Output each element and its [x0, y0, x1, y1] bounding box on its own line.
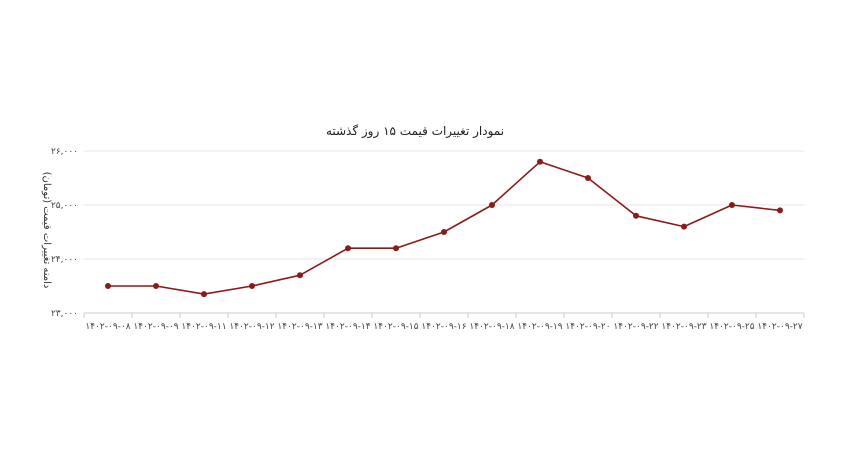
data-point [537, 158, 543, 165]
x-tick-label: ۱۴۰۲-۰۹-۱۳ [277, 322, 322, 332]
x-tick-label: ۱۴۰۲-۰۹-۲۲ [613, 322, 658, 332]
x-tick-label: ۱۴۰۲-۰۹-۱۵ [373, 322, 418, 332]
data-point [297, 272, 303, 279]
data-point [105, 283, 111, 289]
data-point [441, 229, 447, 235]
x-tick-label: ۱۴۰۲-۰۹-۰۹ [133, 322, 178, 332]
data-point [249, 283, 255, 289]
data-point [393, 245, 399, 252]
data-point [585, 175, 591, 181]
data-point [489, 202, 495, 208]
y-tick-label: ۲۴,۰۰۰ [51, 255, 78, 265]
x-tick-label: ۱۴۰۲-۰۹-۱۲ [229, 322, 274, 332]
axes [83, 312, 805, 318]
x-tick-label: ۱۴۰۲-۰۹-۱۸ [469, 322, 514, 332]
y-tick-label: ۲۵,۰۰۰ [51, 201, 78, 211]
data-point [633, 212, 639, 219]
x-tick-label: ۱۴۰۲-۰۹-۱۹ [517, 322, 562, 332]
x-tick-label: ۱۴۰۲-۰۹-۱۴ [325, 322, 370, 332]
y-tick-label: ۲۶,۰۰۰ [51, 147, 78, 157]
x-tick-label: ۱۴۰۲-۰۹-۲۳ [661, 322, 706, 332]
x-tick-label: ۱۴۰۲-۰۹-۲۷ [757, 322, 802, 332]
data-point [729, 202, 735, 208]
data-point [201, 291, 207, 298]
data-point [777, 207, 783, 214]
x-tick-label: ۱۴۰۲-۰۹-۱۶ [421, 322, 466, 332]
data-point [153, 283, 159, 289]
data-point [345, 245, 351, 252]
data-point [681, 223, 687, 230]
x-tick-label: ۱۴۰۲-۰۹-۱۱ [181, 322, 226, 332]
x-tick-label: ۱۴۰۲-۰۹-۲۰ [565, 322, 610, 332]
y-tick-labels: ۲۳,۰۰۰ ۲۴,۰۰۰ ۲۵,۰۰۰ ۲۶,۰۰۰ [51, 147, 78, 319]
series-line [108, 161, 781, 295]
y-axis-label: دامنه تغییرات قیمت (تومان) [41, 172, 52, 289]
x-tick-label: ۱۴۰۲-۰۹-۰۸ [85, 322, 130, 332]
x-tick-labels: ۱۴۰۲-۰۹-۰۸ ۱۴۰۲-۰۹-۰۹ ۱۴۰۲-۰۹-۱۱ ۱۴۰۲-۰۹-۱۲… [85, 322, 802, 332]
x-tick-label: ۱۴۰۲-۰۹-۲۵ [709, 322, 754, 332]
y-tick-label: ۲۳,۰۰۰ [51, 309, 78, 319]
chart-title: نمودار تغییرات قیمت ۱۵ روز گذشته [326, 124, 504, 139]
price-series [105, 158, 783, 298]
